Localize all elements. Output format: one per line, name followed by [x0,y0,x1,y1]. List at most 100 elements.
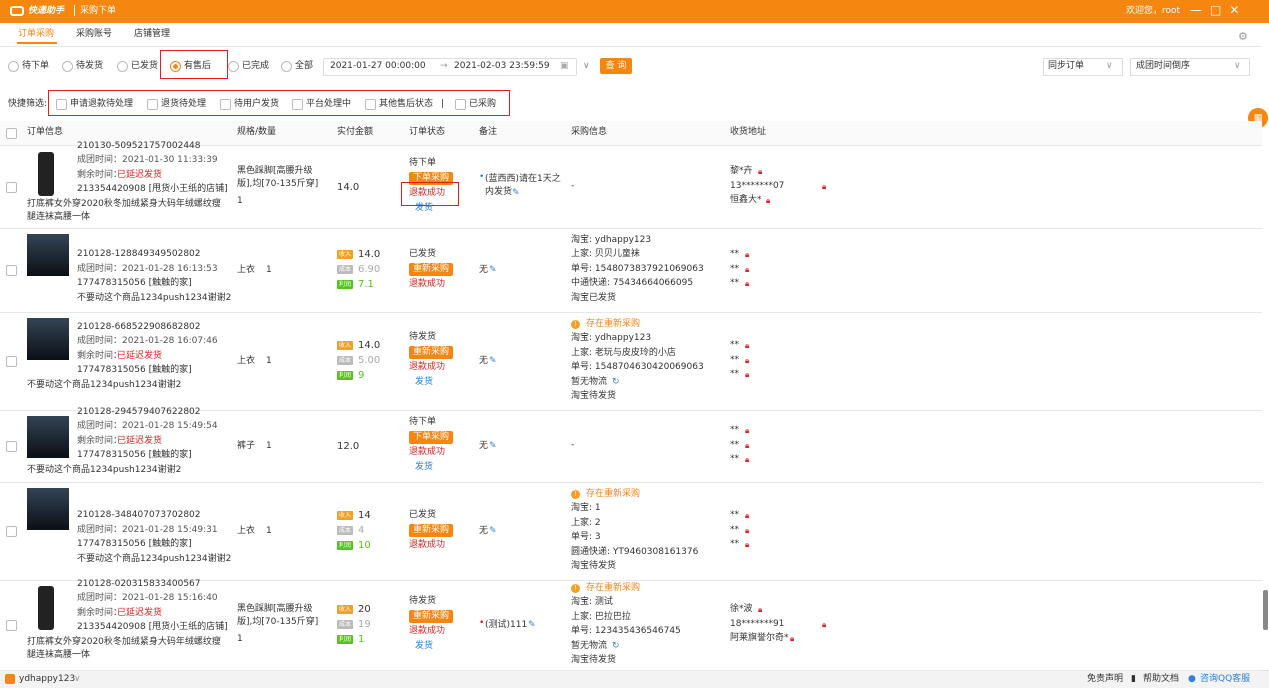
purchase-line: 淘宝待发货 [571,391,617,401]
edit-icon[interactable]: ✎ [489,265,497,275]
lock-icon: 🔒︎ [822,619,827,629]
sort-box[interactable] [1130,58,1250,76]
footer-link[interactable]: 帮助文档 [1143,674,1180,684]
qty: 1 [266,265,272,275]
purchase-button[interactable]: 下单采购 [409,431,454,444]
window-controls[interactable]: —□✕ [1190,3,1248,17]
edit-icon[interactable]: ✎ [512,188,520,198]
order-state: 待发货 [409,332,437,342]
ship-link[interactable]: 发货 [415,462,434,472]
tab[interactable]: 采购账号 [76,29,113,39]
edit-icon[interactable]: ✎ [489,441,497,451]
amount-badge: 成本 [337,526,354,535]
sync-box[interactable] [1043,58,1123,76]
radio[interactable] [8,61,19,72]
radio[interactable] [228,61,239,72]
highlight-box [48,90,510,116]
shop: 177478315056 [触触的家] [77,278,192,289]
refresh-icon[interactable]: ↻ [612,376,620,387]
checkbox[interactable] [56,99,67,110]
scrollbar[interactable] [1263,590,1268,630]
status-filter[interactable]: 待下单 [22,61,50,71]
purchase-button[interactable]: 重新采购 [409,610,454,623]
checkbox[interactable] [147,99,158,110]
tab[interactable]: 订单采购 [18,29,55,39]
amount-income: 20 [358,604,371,615]
quick-filter-option[interactable]: 待用户发货 [234,99,280,109]
product-name: 打底裤女外穿2020秋冬加绒紧身大码年绒螺纹瘦腿连袜高腰一体 [27,198,221,222]
status-filter[interactable]: 待发货 [76,61,104,71]
highlight-box [401,182,459,206]
sync-select[interactable]: 同步订单 [1048,61,1085,71]
order-id: 210128-128849349502802 [77,249,201,260]
status-filter[interactable]: 已完成 [242,61,270,71]
dropdown-caret[interactable]: ∨ [583,61,590,71]
purchase-line: 上家: 2 [571,517,601,528]
purchase-button[interactable]: 重新采购 [409,262,454,276]
checkbox[interactable] [6,265,17,276]
ship-link[interactable]: 发货 [415,641,434,651]
remark-dot: • [479,618,485,628]
footer-account[interactable]: ydhappy123 [19,674,76,684]
status-filter[interactable]: 已发货 [131,61,159,71]
edit-icon[interactable]: ✎ [489,356,497,366]
checkbox[interactable] [6,620,17,631]
amount-badge: 收入 [337,511,354,520]
date-box[interactable] [323,58,577,76]
amount-cost: 5.00 [358,355,381,366]
quick-filter-option[interactable]: 已采购 [469,99,497,109]
row-divider [0,312,1262,313]
query-button[interactable]: 查 询 [600,58,632,74]
radio[interactable] [281,61,292,72]
spec: 上衣 [237,265,256,275]
highlight-box [160,50,228,79]
checkbox[interactable] [220,99,231,110]
calendar-icon: ▣ [560,61,569,71]
edit-icon[interactable]: ✎ [489,526,497,536]
remark-dot: • [479,172,485,182]
quick-filter-option[interactable]: 平台处理中 [306,99,352,109]
amount-badge: 利润 [337,371,354,380]
date-end[interactable]: 2021-02-03 23:59:59 [454,61,550,71]
product-name: 不要动这个商品1234push1234谢谢2 [77,292,232,303]
amount-cost: 6.90 [358,264,381,275]
amount-badge: 收入 [337,250,354,259]
radio[interactable] [170,61,181,72]
status-filter[interactable]: 全部 [295,61,314,71]
refresh-icon[interactable]: ↻ [612,640,620,651]
lock-icon: 🔒︎ [745,250,750,260]
checkbox[interactable] [365,99,376,110]
product-name: 不要动这个商品1234push1234谢谢2 [27,379,182,390]
quick-filter-option[interactable]: 退货待处理 [161,99,207,109]
radio[interactable] [117,61,128,72]
tab[interactable]: 店铺管理 [134,29,171,39]
ship-link[interactable]: 发货 [415,377,434,387]
header-bg [0,121,1262,146]
checkbox[interactable] [6,128,17,139]
group-time: 成团时间：2021-01-28 16:07:46 [77,336,218,347]
ship-link[interactable]: 发货 [415,203,434,213]
date-start[interactable]: 2021-01-27 00:00:00 [330,61,426,71]
spec: 上衣 [237,356,256,366]
checkbox[interactable] [6,356,17,367]
purchase-button[interactable]: 重新采购 [409,523,454,537]
purchase-button[interactable]: 下单采购 [409,172,454,185]
quick-filter-option[interactable]: 申请退款待处理 [70,99,134,109]
quick-filter-option[interactable]: 其他售后状态 [379,99,434,109]
checkbox[interactable] [6,526,17,537]
checkbox[interactable] [6,441,17,452]
radio[interactable] [62,61,73,72]
footer-link[interactable]: 免责声明 [1087,674,1124,684]
footer-link[interactable]: 咨询QQ客服 [1200,674,1251,684]
checkbox[interactable] [292,99,303,110]
purchase-button[interactable]: 重新采购 [409,346,454,359]
sort-select[interactable]: 成团时间倒序 [1136,61,1191,71]
edit-icon[interactable]: ✎ [528,620,536,630]
checkbox[interactable] [6,182,17,193]
address-line: ** [730,354,739,365]
checkbox[interactable] [455,99,466,110]
product-image [27,488,69,530]
settings-icon[interactable]: ⚙ [1238,30,1248,43]
status-filter[interactable]: 有售后 [184,61,212,71]
amount-profit: 9 [358,370,365,381]
